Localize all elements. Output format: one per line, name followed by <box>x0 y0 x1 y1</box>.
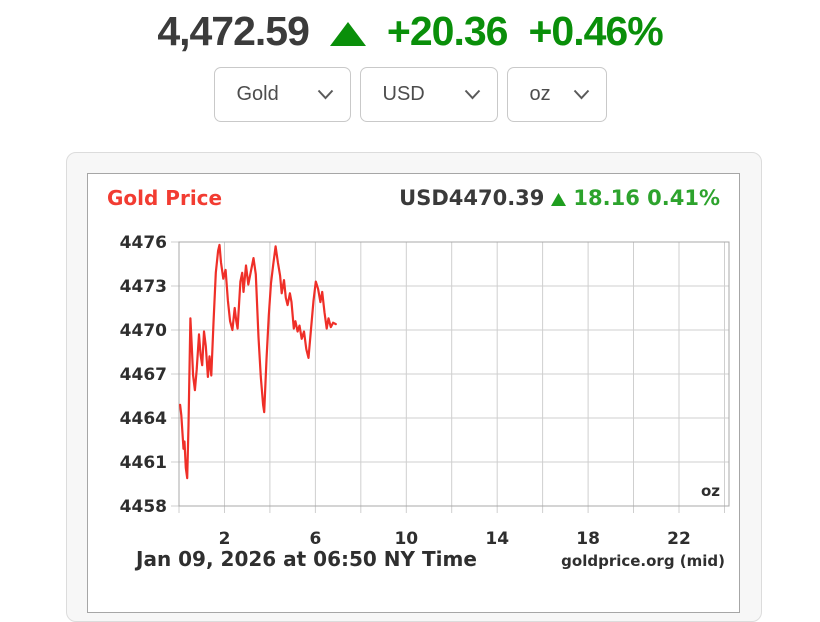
chart-title: Gold Price <box>107 186 223 210</box>
svg-text:4467: 4467 <box>120 365 167 385</box>
price-change: +20.36 <box>386 8 509 54</box>
svg-text:4470: 4470 <box>120 321 167 341</box>
chevron-down-icon <box>464 89 480 100</box>
current-price: 4,472.59 <box>157 8 310 54</box>
price-header: 4,472.59 +20.36 +0.46% <box>0 8 820 55</box>
svg-text:18: 18 <box>576 529 600 549</box>
svg-text:4461: 4461 <box>120 453 167 473</box>
svg-text:4458: 4458 <box>120 497 167 517</box>
svg-text:4464: 4464 <box>120 409 167 429</box>
chevron-down-icon <box>573 89 589 100</box>
svg-text:22: 22 <box>667 529 691 549</box>
selector-row: Gold USD oz <box>0 67 820 122</box>
chart-quote: USD4470.39 18.16 0.41% <box>399 186 720 210</box>
chart-quote-price: USD4470.39 <box>399 186 545 210</box>
price-change-percent: +0.46% <box>528 8 663 54</box>
up-arrow-icon <box>329 22 366 46</box>
svg-text:4473: 4473 <box>120 277 167 297</box>
svg-text:2: 2 <box>219 529 231 549</box>
metal-select[interactable]: Gold <box>213 67 351 122</box>
chevron-down-icon <box>317 89 333 100</box>
metal-select-value: Gold <box>236 83 279 105</box>
chart-card: 4458 4461 4464 4467 4470 4473 4476 2 6 10 14 18 22 oz… <box>87 173 740 613</box>
svg-text:4476: 4476 <box>120 233 167 253</box>
chart-source: goldprice.org (mid) <box>561 552 725 570</box>
unit-select[interactable]: oz <box>506 67 607 122</box>
unit-select-value: oz <box>529 83 551 105</box>
chart-timestamp: Jan 09, 2026 at 06:50 NY Time <box>136 547 477 571</box>
svg-text:6: 6 <box>309 529 321 549</box>
svg-text:oz: oz <box>701 482 720 500</box>
currency-select[interactable]: USD <box>359 67 498 122</box>
chart-panel: 4458 4461 4464 4467 4470 4473 4476 2 6 10 14 18 22 oz… <box>66 152 762 622</box>
chart-quote-change: 18.16 0.41% <box>573 186 720 210</box>
currency-select-value: USD <box>382 83 425 105</box>
goldprice-widget: 4,472.59 +20.36 +0.46% Gold USD oz 4458 4… <box>0 8 820 622</box>
price-chart: 4458 4461 4464 4467 4470 4473 4476 2 6 10 14 18 22 oz <box>120 233 730 549</box>
svg-text:10: 10 <box>394 529 418 549</box>
up-arrow-icon <box>551 192 567 206</box>
svg-text:14: 14 <box>485 529 509 549</box>
